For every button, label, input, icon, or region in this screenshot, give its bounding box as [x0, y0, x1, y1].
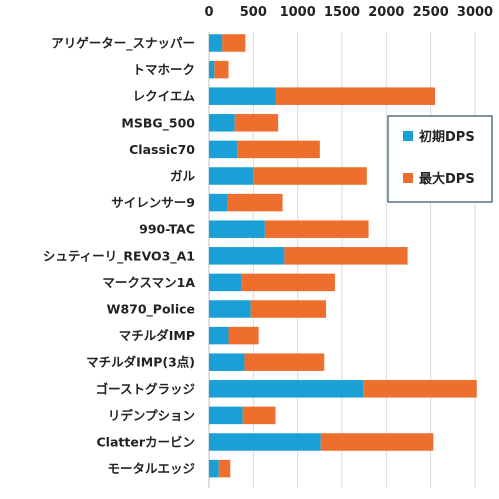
bar-initial-dps — [209, 193, 228, 212]
x-tick-label: 3000 — [457, 5, 493, 20]
bar-initial-dps — [209, 300, 251, 318]
legend-label: 最大DPS — [419, 171, 475, 187]
bar-initial-dps — [209, 459, 219, 478]
x-tick-label: 0 — [204, 5, 213, 20]
category-label: Clatterカービン — [97, 435, 196, 450]
bar-max-dps — [284, 247, 408, 265]
bar-max-dps — [227, 193, 283, 212]
bar-initial-dps — [209, 140, 238, 159]
category-label: シュティーリ_REVO3_A1 — [43, 248, 195, 264]
bar-initial-dps — [209, 353, 245, 371]
bar-max-dps — [320, 433, 434, 451]
category-label: マークスマン1A — [102, 275, 195, 290]
bar-max-dps — [234, 114, 279, 132]
category-label: リデンプション — [108, 408, 195, 423]
category-label: レクイエム — [133, 89, 196, 104]
bar-initial-dps — [209, 247, 285, 265]
bar-initial-dps — [209, 406, 243, 425]
category-label: MSBG_500 — [121, 115, 195, 131]
category-label: サイレンサー9 — [111, 195, 195, 210]
bar-max-dps — [214, 60, 229, 79]
x-tick-label: 500 — [240, 5, 267, 20]
bar-max-dps — [253, 167, 367, 185]
bar-max-dps — [222, 34, 246, 52]
legend: 初期DPS 最大DPS — [387, 115, 493, 203]
category-label: マチルダIMP(3点) — [86, 355, 195, 370]
category-label: ゴーストグラッジ — [96, 381, 196, 396]
category-label: Classic70 — [129, 142, 195, 157]
bar-initial-dps — [209, 34, 223, 52]
bar-initial-dps — [209, 433, 321, 451]
x-tick-labels: 0 500 1000 1500 2000 2500 3000 — [204, 5, 493, 20]
bar-max-dps — [242, 406, 276, 425]
bar-initial-dps — [209, 60, 215, 79]
bar-max-dps — [244, 353, 325, 371]
legend-label: 初期DPS — [419, 129, 475, 145]
bar-initial-dps — [209, 220, 265, 238]
category-label: マチルダIMP — [119, 328, 195, 343]
bar-initial-dps — [209, 114, 235, 132]
x-tick-label: 2000 — [368, 5, 404, 20]
legend-swatch — [403, 173, 413, 183]
category-label: モータルエッジ — [107, 461, 195, 476]
bar-max-dps — [241, 273, 335, 292]
bar-initial-dps — [209, 326, 229, 345]
bar-max-dps — [264, 220, 369, 238]
bar-max-dps — [250, 300, 327, 318]
legend-swatch — [403, 131, 413, 141]
x-tick-label: 1500 — [324, 5, 360, 20]
bar-initial-dps — [209, 380, 364, 398]
bar-max-dps — [237, 140, 320, 159]
category-label: W870_Police — [107, 302, 195, 318]
bar-initial-dps — [209, 87, 276, 105]
legend-box — [387, 115, 493, 203]
bars — [209, 34, 477, 478]
bar-initial-dps — [209, 167, 254, 185]
category-label: ガル — [170, 169, 196, 184]
bar-max-dps — [363, 380, 477, 398]
category-label: 990-TAC — [139, 222, 195, 237]
x-tick-label: 2500 — [413, 5, 449, 20]
category-label: アリゲーター_スナッパー — [51, 36, 195, 52]
category-label: トマホーク — [132, 62, 195, 77]
bar-max-dps — [218, 459, 231, 478]
x-tick-label: 1000 — [280, 5, 316, 20]
bar-initial-dps — [209, 273, 242, 292]
bar-max-dps — [228, 326, 259, 345]
bar-max-dps — [275, 87, 436, 105]
